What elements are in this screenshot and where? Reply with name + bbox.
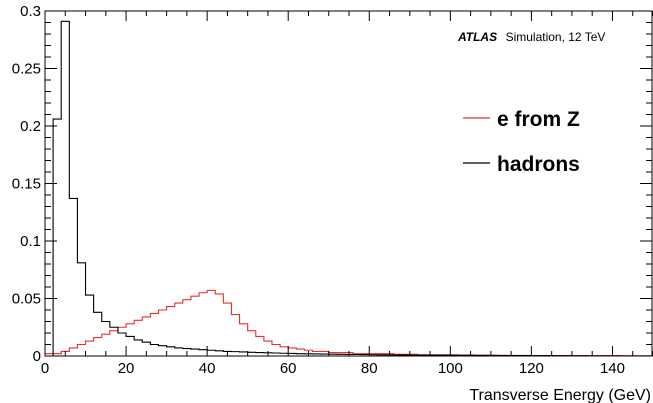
series-hadrons-histogram xyxy=(45,20,653,357)
x-tick-label: 80 xyxy=(361,360,378,377)
annotation-layer: ATLAS Simulation, 12 TeV xyxy=(457,28,605,45)
y-tick-label: 0.05 xyxy=(12,291,41,308)
y-tick-label: 0.15 xyxy=(12,176,41,193)
x-tick-label: 0 xyxy=(41,360,49,377)
x-tick-label: 20 xyxy=(118,360,135,377)
series-layer xyxy=(45,20,653,357)
x-axis-title: Transverse Energy (GeV) xyxy=(469,387,651,403)
x-tick-label: 100 xyxy=(438,360,463,377)
plot-frame xyxy=(44,10,653,357)
legend-label-hadrons: hadrons xyxy=(497,153,580,176)
x-tick-label: 140 xyxy=(600,360,625,377)
x-tick-label: 60 xyxy=(280,360,297,377)
axes-layer: 0 20 40 60 80 100 120 140 0 0.05 0.1 0.15 0.2 0.25 0.3 xyxy=(12,3,653,377)
y-tick-label: 0.3 xyxy=(20,3,41,20)
atlas-label-rest: Simulation, 12 TeV xyxy=(506,30,606,44)
x-tick-label: 120 xyxy=(519,360,544,377)
y-tick-label: 0 xyxy=(33,348,41,365)
x-tick-label: 40 xyxy=(199,360,216,377)
series-e-from-z-histogram xyxy=(45,289,653,357)
y-tick-label: 0.1 xyxy=(20,233,41,250)
y-tick-label: 0.25 xyxy=(12,61,41,78)
legend-label-e-from-z: e from Z xyxy=(497,108,580,131)
legend: e from Z hadrons xyxy=(463,108,580,176)
atlas-label: ATLAS Simulation, 12 TeV xyxy=(457,28,605,45)
plot-area xyxy=(44,10,653,357)
y-tick-label: 0.2 xyxy=(20,118,41,135)
atlas-label-bold: ATLAS xyxy=(457,30,497,44)
